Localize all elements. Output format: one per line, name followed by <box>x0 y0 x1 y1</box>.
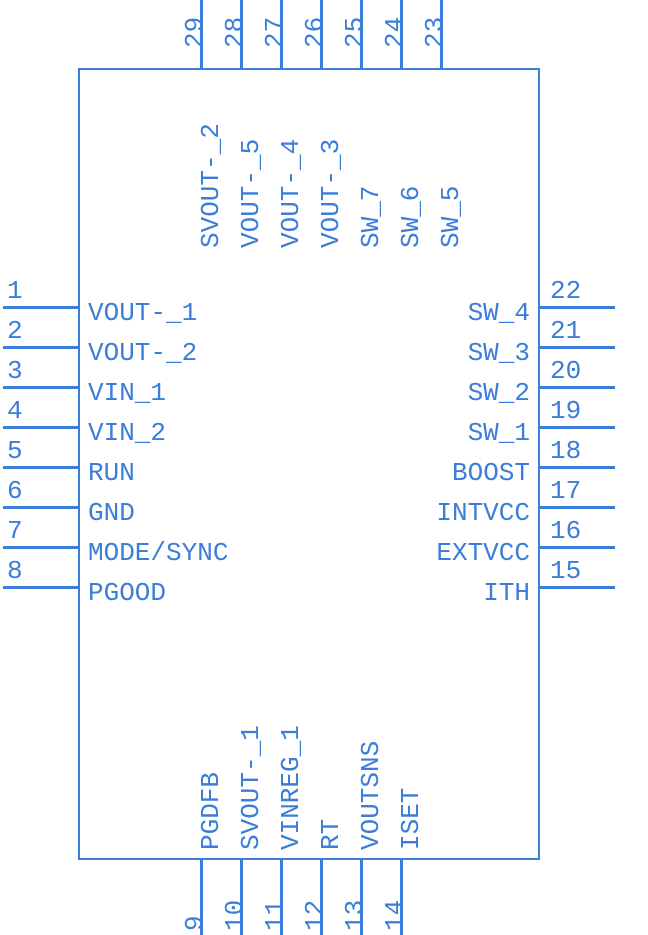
pin-line <box>540 466 615 469</box>
pin-line <box>3 546 78 549</box>
pin-label: BOOST <box>370 458 530 488</box>
pin-number: 20 <box>550 356 581 386</box>
pin-number: 18 <box>550 436 581 466</box>
pin-number: 24 <box>380 17 410 48</box>
pin-label: SVOUT-_2 <box>196 123 226 248</box>
pin-line <box>540 586 615 589</box>
pin-number: 21 <box>550 316 581 346</box>
pin-label: EXTVCC <box>370 538 530 568</box>
pin-line <box>540 426 615 429</box>
pin-number: 23 <box>420 17 450 48</box>
pin-line <box>540 346 615 349</box>
pin-number: 6 <box>7 476 23 506</box>
pin-number: 8 <box>7 556 23 586</box>
pin-number: 22 <box>550 276 581 306</box>
pin-label: VOUT-_1 <box>88 298 197 328</box>
pin-number: 13 <box>340 900 370 931</box>
pin-label: RUN <box>88 458 135 488</box>
pin-number: 3 <box>7 356 23 386</box>
pin-label: PGOOD <box>88 578 166 608</box>
pin-label: VOUTSNS <box>356 741 386 850</box>
pin-label: ITH <box>370 578 530 608</box>
pin-line <box>3 466 78 469</box>
pin-number: 9 <box>180 915 210 931</box>
pin-line <box>3 346 78 349</box>
pin-number: 2 <box>7 316 23 346</box>
pin-number: 25 <box>340 17 370 48</box>
pin-line <box>540 306 615 309</box>
pin-number: 5 <box>7 436 23 466</box>
pin-number: 28 <box>220 17 250 48</box>
pin-label: SW_5 <box>436 186 466 248</box>
pin-label: SW_1 <box>370 418 530 448</box>
pin-label: VOUT-_5 <box>236 139 266 248</box>
pin-label: VOUT-_3 <box>316 139 346 248</box>
pin-label: SW_7 <box>356 186 386 248</box>
pin-label: SW_2 <box>370 378 530 408</box>
pin-number: 12 <box>300 900 330 931</box>
pin-number: 10 <box>220 900 250 931</box>
pin-label: VOUT-_2 <box>88 338 197 368</box>
pin-number: 4 <box>7 396 23 426</box>
pin-line <box>3 306 78 309</box>
pin-label: SW_4 <box>370 298 530 328</box>
pin-label: RT <box>316 819 346 850</box>
pin-number: 29 <box>180 17 210 48</box>
pin-line <box>540 386 615 389</box>
pin-label: MODE/SYNC <box>88 538 228 568</box>
pin-number: 17 <box>550 476 581 506</box>
pin-number: 15 <box>550 556 581 586</box>
pin-label: SVOUT-_1 <box>236 725 266 850</box>
pin-label: INTVCC <box>370 498 530 528</box>
pin-number: 16 <box>550 516 581 546</box>
pin-label: SW_6 <box>396 186 426 248</box>
pin-line <box>540 546 615 549</box>
pin-label: VOUT-_4 <box>276 139 306 248</box>
pin-line <box>3 586 78 589</box>
pin-label: VINREG_1 <box>276 725 306 850</box>
pin-label: VIN_2 <box>88 418 166 448</box>
pin-label: SW_3 <box>370 338 530 368</box>
pin-line <box>3 386 78 389</box>
pin-number: 19 <box>550 396 581 426</box>
pin-number: 14 <box>380 900 410 931</box>
pin-number: 27 <box>260 17 290 48</box>
pin-line <box>540 506 615 509</box>
pin-label: VIN_1 <box>88 378 166 408</box>
pin-label: ISET <box>396 788 426 850</box>
pin-number: 7 <box>7 516 23 546</box>
pin-line <box>3 426 78 429</box>
pin-label: PGDFB <box>196 772 226 850</box>
pin-number: 26 <box>300 17 330 48</box>
pin-label: GND <box>88 498 135 528</box>
pin-number: 11 <box>260 900 290 931</box>
pin-line <box>3 506 78 509</box>
pin-number: 1 <box>7 276 23 306</box>
pinout-diagram: 1 VOUT-_1 2 VOUT-_2 3 VIN_1 4 VIN_2 5 RUN 6 GND 7 MOD… <box>0 0 648 928</box>
